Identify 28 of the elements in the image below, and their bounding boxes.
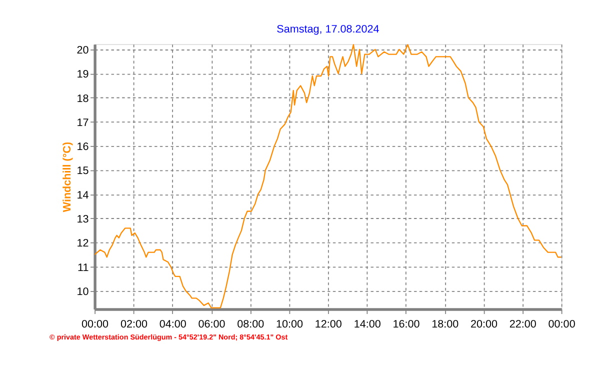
y-axis-title: Windchill (°C) [61, 142, 74, 212]
y-tick-label: 17 [76, 116, 89, 129]
text: © private Wetterstation Süderlügum - 54°52'19.2" Nord; 8°54'45.1" Ost [50, 332, 288, 342]
x-tick-label: 10:00 [276, 318, 304, 331]
y-tick-label: 19 [76, 68, 89, 81]
y-tick-label: 15 [76, 165, 89, 178]
x-tick-label: 02:00 [120, 318, 148, 331]
y-tick-label: 16 [76, 141, 89, 154]
y-tick-label: 14 [76, 189, 89, 202]
line-series [94, 44, 562, 308]
x-tick-label: 06:00 [198, 318, 226, 331]
x-tick-label: 00:00 [82, 318, 109, 331]
x-tick-label: 14:00 [354, 318, 381, 331]
y-tick-label: 13 [76, 214, 89, 226]
x-tick-label: 16:00 [392, 318, 420, 331]
x-tick-label: 12:00 [314, 318, 342, 331]
x-tick-label: 18:00 [432, 318, 459, 331]
y-tick-label: 20 [76, 44, 89, 57]
x-tick-label: 04:00 [159, 318, 186, 331]
y-tick-label: 11 [78, 262, 89, 274]
x-tick-label: 08:00 [237, 318, 264, 331]
y-tick-label: 18 [76, 92, 89, 105]
y-tick-label: 10 [76, 286, 89, 298]
y-tick-label: 12 [76, 238, 89, 250]
x-tick-label: 00:00 [548, 318, 576, 331]
x-tick-label: 20:00 [470, 318, 498, 331]
chart-title: Samstag, 17.08.2024 [276, 23, 380, 36]
x-tick-label: 22:00 [509, 318, 536, 331]
